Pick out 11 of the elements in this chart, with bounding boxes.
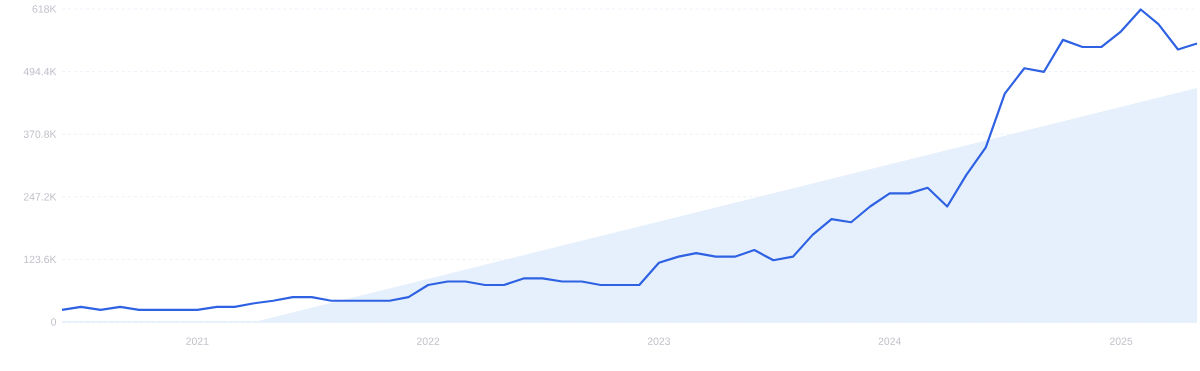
y-tick-label: 0: [51, 318, 57, 326]
x-tick-label: 2024: [878, 337, 902, 345]
y-tick-label: 123.6K: [24, 255, 57, 264]
y-tick-label: 618K: [32, 5, 57, 13]
y-tick-label: 247.2K: [23, 193, 57, 201]
y-tick-label: 494.4K: [23, 67, 57, 76]
y-tick-label: 370.8K: [23, 130, 57, 138]
x-tick-label: 2025: [1110, 337, 1133, 345]
x-tick-label: 2021: [186, 337, 209, 345]
x-tick-label: 2022: [417, 337, 440, 345]
x-tick-label: 2023: [647, 337, 671, 345]
